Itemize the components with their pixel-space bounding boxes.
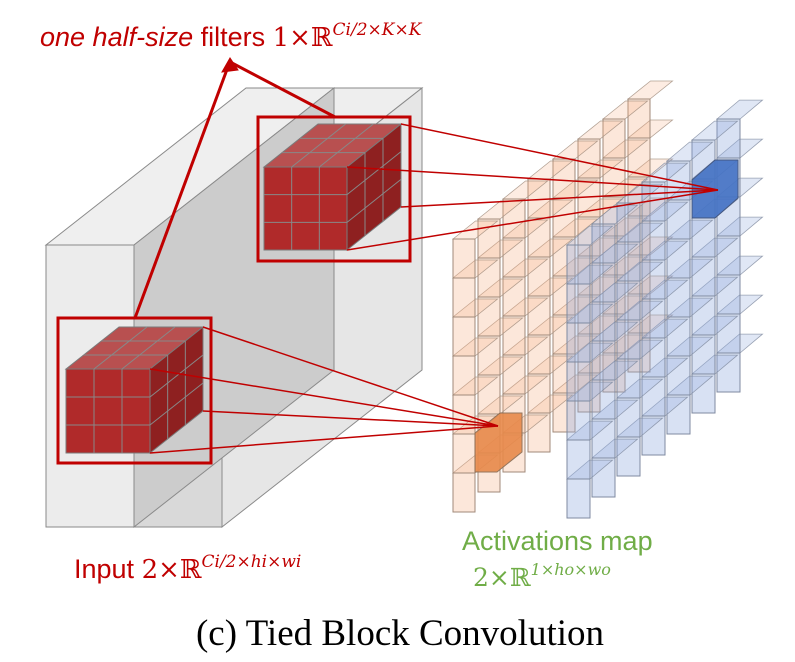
filter-box-lower [56,316,213,465]
projection-line-upper [400,123,719,191]
filter-cube-lower-grid [121,326,176,370]
orange-cell [452,238,476,279]
projection-line-upper [346,189,719,251]
blue-cell-top [565,225,614,246]
projection-line-upper [400,189,719,208]
projection-lines [133,57,719,454]
orange-cell [452,316,476,357]
filter-cube-upper-grid [319,123,374,168]
filter-cube-lower-grid [149,382,204,426]
blue-cell [566,322,591,363]
orange-cell [452,277,476,318]
filter-cube-lower-grid [93,326,148,370]
orange-cell-top [626,80,674,100]
filter-cube-upper-grid [291,123,346,168]
arrow-line-upper [231,61,336,119]
blue-cell [566,439,591,480]
projection-line-upper [346,166,719,191]
filter-cube-upper-grid [346,151,402,196]
blue-cell-top [590,204,639,225]
blue-cell-top [690,120,739,141]
filter-cube-upper-front [263,166,348,251]
filter-cube-lower-grid [149,354,204,398]
input-label: Input 2×ℝCi/2×hi×wi [74,552,301,585]
filters-label: one half-size filters 1×ℝCi/2×K×K [40,20,423,53]
orange-cell [452,355,476,396]
blue-cell [566,283,591,324]
projection-line-lower [202,410,499,427]
blue-cell [566,361,591,402]
activation-map-orange [451,80,674,513]
orange-cell [452,433,476,474]
blue-cell-top [715,99,764,120]
figure-caption: (c) Tied Block Convolution [196,613,604,654]
arrow-line-lower [133,63,231,319]
projection-line-lower [149,368,499,427]
orange-cell-top [601,100,649,120]
arrow-head-icon [221,57,239,73]
activations-shape: 2×ℝ1×ho×wo [473,560,611,592]
activations-label: Activations map [462,526,653,556]
activation-map-blue [565,99,764,519]
orange-cell-top [501,180,549,200]
blue-cell [566,478,591,519]
blue-cell-top [665,141,714,162]
projection-line-lower [202,326,499,427]
filter-cube-upper-grid [346,178,402,223]
projection-line-lower [149,425,499,454]
blue-cell [566,244,591,285]
blue-cell [566,400,591,441]
filter-cubes [56,115,412,465]
filter-cube-lower-front [65,368,151,454]
orange-highlight-cell [474,412,523,473]
orange-cell [452,472,476,513]
orange-cell-top [576,120,624,140]
